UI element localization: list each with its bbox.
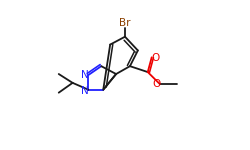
- Text: O: O: [152, 79, 161, 89]
- Text: Br: Br: [119, 18, 131, 28]
- Text: N: N: [80, 70, 88, 80]
- Text: O: O: [152, 53, 160, 63]
- Text: N: N: [80, 86, 88, 96]
